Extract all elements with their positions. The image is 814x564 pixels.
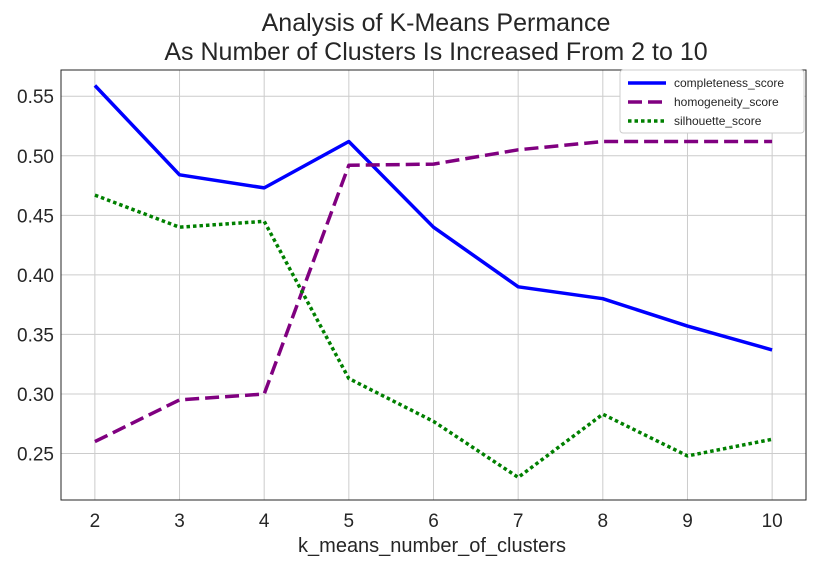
legend-box [619,69,805,134]
y-tick-label: 0.40 [17,266,54,287]
chart-title-line-1: Analysis of K-Means Permance [262,9,611,37]
legend-label: homogeneity_score [674,95,779,109]
y-tick-label: 0.45 [17,206,54,227]
series-line-silhouette-score [94,193,773,480]
x-tick-labels: 2 3 4 5 6 7 8 9 10 [90,511,783,532]
x-tick-label: 3 [174,511,185,532]
x-tick-label: 2 [90,511,101,532]
x-axis-label: k_means_number_of_clusters [298,535,566,557]
y-tick-label: 0.55 [17,87,54,108]
x-tick-label: 10 [762,511,783,532]
y-tick-label: 0.50 [17,147,54,168]
x-tick-label: 9 [682,511,693,532]
series-lines [93,84,773,480]
x-tick-label: 6 [428,511,439,532]
legend-label: silhouette_score [674,114,762,128]
series-line-completeness-score [93,84,773,352]
chart-title-line-2: As Number of Clusters Is Increased From … [164,38,707,66]
legend-label: completeness_score [674,76,784,90]
legend: completeness_score homogeneity_scoresilho… [619,69,805,134]
x-tick-label: 4 [259,511,270,532]
x-tick-label: 7 [513,511,524,532]
y-tick-label: 0.30 [17,385,54,406]
x-tick-label: 8 [598,511,609,532]
y-tick-labels: 0.25 0.30 0.35 0.40 0.45 0.50 0.55 [17,87,54,465]
chart-title: Analysis of K-Means Permance As Number o… [164,9,707,66]
y-tick-label: 0.25 [17,445,54,466]
grid [61,70,806,500]
plot-area-frame [60,69,807,501]
x-tick-label: 5 [344,511,355,532]
y-tick-label: 0.35 [17,325,54,346]
series-line-homogeneity-score [94,139,773,444]
